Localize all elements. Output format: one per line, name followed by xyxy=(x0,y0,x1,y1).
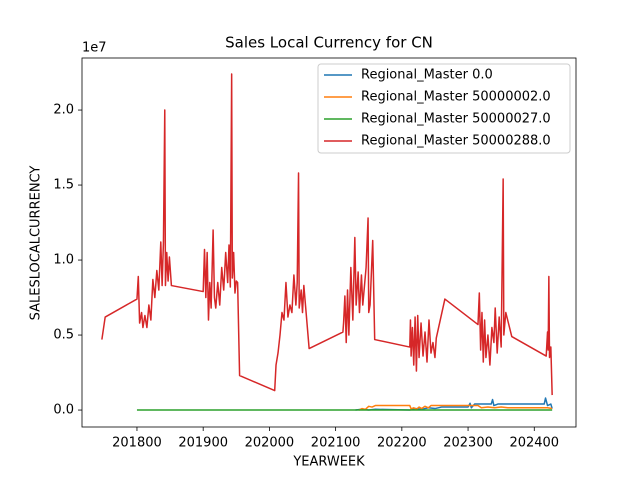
legend-label: Regional_Master 0.0 xyxy=(361,68,493,83)
x-tick-label: 202100 xyxy=(311,436,361,451)
x-tick-label: 202000 xyxy=(245,436,295,451)
y-tick-label: 1.0 xyxy=(53,253,74,268)
x-tick-label: 202200 xyxy=(377,436,427,451)
x-tick-label: 202400 xyxy=(509,436,559,451)
y-offset-label: 1e7 xyxy=(82,41,107,56)
legend-label: Regional_Master 50000002.0 xyxy=(361,90,551,105)
y-tick-label: 0.0 xyxy=(53,403,74,418)
x-tick-label: 202300 xyxy=(443,436,493,451)
y-axis-label: SALESLOCALCURRENCY xyxy=(29,166,44,321)
series-line xyxy=(101,73,553,396)
y-tick-label: 2.0 xyxy=(53,103,74,118)
legend-label: Regional_Master 50000027.0 xyxy=(361,112,551,127)
legend-box xyxy=(317,63,571,154)
plot-frame xyxy=(81,57,577,428)
legend-label: Regional_Master 50000288.0 xyxy=(361,134,551,149)
chart-title: Sales Local Currency for CN xyxy=(225,34,433,52)
x-tick-label: 201900 xyxy=(178,436,228,451)
series-line xyxy=(358,404,553,411)
y-tick-label: 1.5 xyxy=(53,178,74,193)
y-tick-label: 0.5 xyxy=(53,328,74,343)
x-axis-label: YEARWEEK xyxy=(292,455,365,470)
x-tick-label: 201800 xyxy=(112,436,162,451)
